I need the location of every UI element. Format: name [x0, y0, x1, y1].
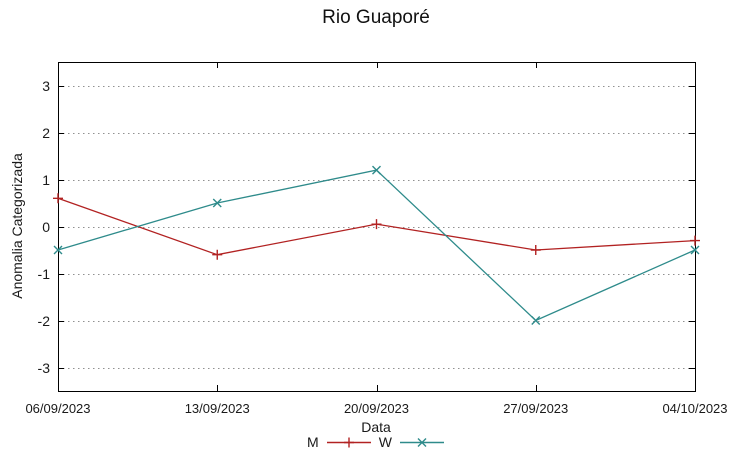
x-tick-label: 27/09/2023 — [503, 401, 569, 416]
legend-label-w: W — [378, 434, 392, 450]
y-tick-label: -3 — [37, 359, 50, 376]
y-tick-label: 2 — [42, 124, 50, 141]
y-tick-label: 1 — [42, 171, 50, 188]
x-tick-label: 20/09/2023 — [343, 401, 410, 416]
plus-marker — [371, 219, 382, 230]
x-axis-title: Data — [361, 419, 391, 435]
cross-marker — [690, 245, 700, 255]
cross-marker — [53, 245, 63, 255]
series-line-w — [57, 169, 696, 322]
cross-marker — [212, 198, 222, 208]
x-tick-label: 06/09/2023 — [25, 401, 91, 416]
x-tick-label: 04/10/2023 — [662, 401, 728, 416]
plus-marker — [690, 235, 700, 246]
cross-marker-icon — [417, 437, 427, 447]
y-tick-label: 3 — [42, 77, 50, 94]
cross-marker — [531, 316, 541, 325]
y-tick-label: 0 — [42, 218, 50, 235]
cross-marker — [372, 165, 381, 175]
legend-sample-m — [326, 437, 371, 447]
plus-marker — [53, 193, 63, 204]
y-tick-label: -2 — [37, 312, 50, 329]
chart-title: Rio Guaporé — [322, 7, 430, 28]
legend-sample-w — [399, 437, 444, 447]
y-tick-label: -1 — [37, 265, 50, 282]
plus-marker-icon — [343, 437, 354, 447]
plus-marker — [530, 245, 541, 255]
plot-border — [58, 62, 696, 392]
legend-label-m: M — [307, 434, 319, 450]
plus-marker — [212, 249, 223, 260]
x-tick-label: 13/09/2023 — [184, 401, 250, 416]
